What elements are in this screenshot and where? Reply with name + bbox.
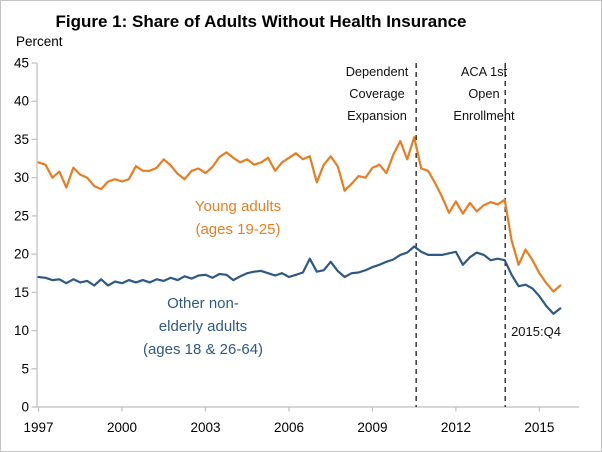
annotation-end-point-2015-q4: 2015:Q4 [511,324,561,339]
series-label-line: (ages 18 & 26-64) [142,341,264,358]
annotation-line: ACA 1st [460,64,508,79]
chart-title: Figure 1: Share of Adults Without Health… [55,12,467,31]
y-axis-unit-label: Percent [16,34,63,49]
y-tick-label: 20 [14,247,29,262]
series-label-other-adults: Other non- elderly adults (ages 18 & 26-… [103,292,303,361]
y-tick-label: 15 [14,285,29,300]
annotation-line: Expansion [347,108,407,123]
x-tick-label: 2003 [190,420,220,435]
y-tick-label: 30 [14,170,29,185]
series-label-line: Young adults [194,198,282,215]
annotation-dependent-coverage-expansion: Dependent Coverage Expansion [317,61,437,127]
annotation-line: Dependent [345,64,409,79]
annotation-line: Enrollment [453,108,515,123]
series-line-young-adults [37,136,562,293]
x-tick-label: 2009 [357,420,387,435]
series-line-other-adults [37,245,562,315]
y-tick-label: 0 [21,400,29,415]
series-label-young-adults: Young adults (ages 19-25) [138,195,338,241]
series-label-line: (ages 19-25) [195,221,281,238]
x-tick-label: 2000 [107,420,137,435]
series-label-line: Other non- [167,295,239,312]
series-label-line: elderly adults [158,318,248,335]
x-tick-label: 2006 [274,420,304,435]
y-tick-label: 25 [14,208,29,223]
y-tick-label: 45 [14,56,29,71]
y-tick-label: 35 [14,132,29,147]
annotation-line: Open [468,86,500,101]
x-tick-label: 1997 [23,420,53,435]
y-tick-label: 10 [14,323,29,338]
annotation-aca-open-enrollment: ACA 1st Open Enrollment [429,61,539,127]
y-tick-label: 5 [21,361,29,376]
annotation-line: Coverage [349,86,405,101]
y-tick-label: 40 [14,94,29,109]
x-tick-label: 2015 [524,420,554,435]
x-tick-label: 2012 [441,420,471,435]
